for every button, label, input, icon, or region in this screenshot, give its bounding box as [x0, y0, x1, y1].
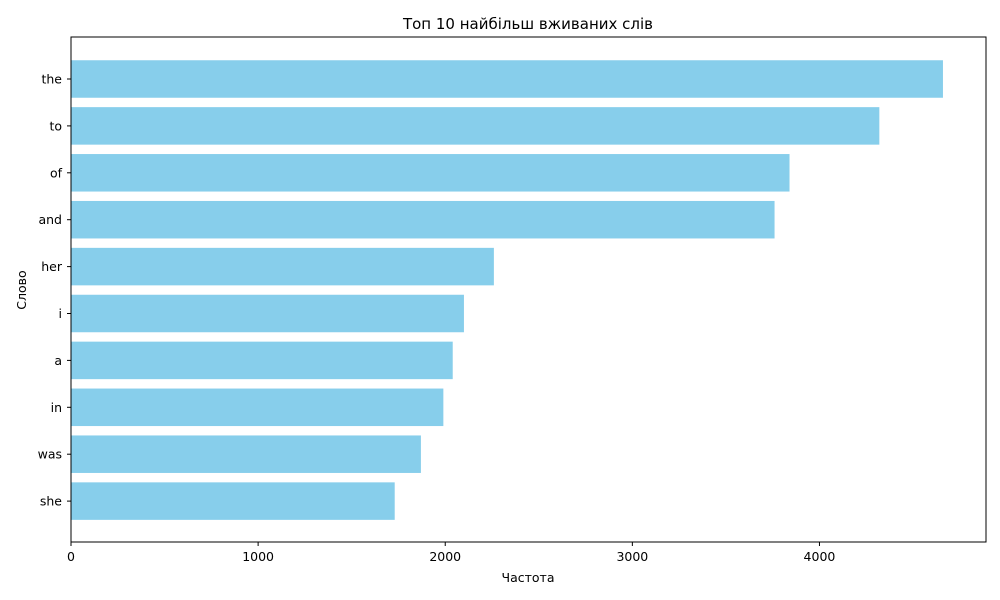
bar-her [71, 247, 494, 286]
y-tick-label: her [41, 259, 63, 274]
y-tick-label: in [51, 400, 62, 415]
y-axis-title: Слово [14, 270, 29, 309]
y-tick-label: of [50, 165, 63, 180]
bar-of [71, 154, 790, 192]
y-tick-label: i [59, 306, 62, 321]
bar-a [71, 341, 453, 380]
y-axis-ticks: the to of and her i a in was she [38, 72, 71, 509]
bar-was [71, 435, 421, 473]
y-tick-label: the [41, 72, 62, 87]
bar-in [71, 388, 444, 427]
y-tick-label: to [49, 118, 62, 133]
x-tick-label: 0 [67, 549, 75, 564]
x-tick-label: 4000 [804, 549, 836, 564]
bar-and [71, 200, 775, 239]
plot-frame [70, 36, 987, 543]
x-axis-ticks: 0 1000 2000 3000 4000 [67, 542, 835, 564]
y-tick-label: a [54, 353, 62, 368]
x-axis-title: Частота [502, 570, 555, 585]
bar-i [71, 294, 464, 333]
bar-to [71, 107, 880, 145]
chart-title: Топ 10 найбільш вживаних слів [402, 15, 653, 33]
y-tick-label: she [40, 494, 62, 509]
bars-group [71, 60, 943, 520]
x-tick-label: 2000 [429, 549, 461, 564]
x-tick-label: 3000 [616, 549, 648, 564]
y-tick-label: was [38, 447, 62, 462]
y-tick-label: and [38, 212, 62, 227]
x-tick-label: 1000 [242, 549, 274, 564]
bar-she [71, 482, 395, 520]
bar-the [71, 60, 943, 98]
